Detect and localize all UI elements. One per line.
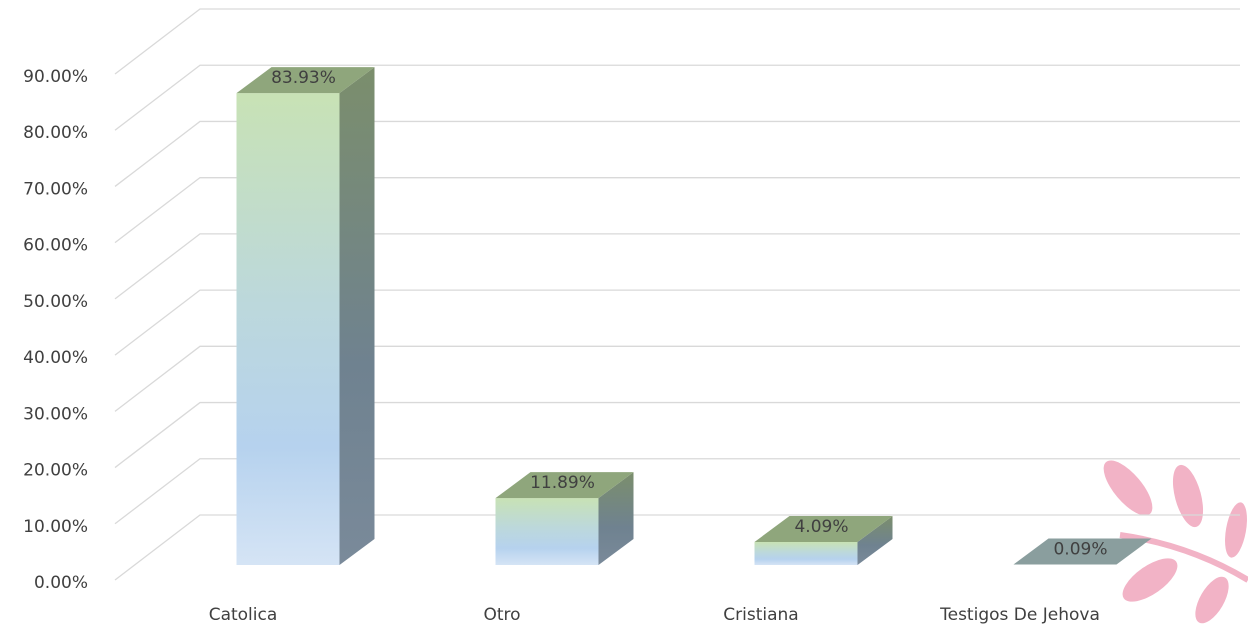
y-tick-label: 30.00% xyxy=(23,404,88,424)
grid-line xyxy=(114,289,1240,356)
x-tick-label: Catolica xyxy=(209,605,278,625)
bar-side xyxy=(598,472,634,565)
bar xyxy=(495,472,634,565)
bar-side xyxy=(857,516,893,565)
bar-side xyxy=(339,67,375,565)
y-tick-label: 50.00% xyxy=(23,292,88,312)
grid-line xyxy=(114,8,1240,75)
y-tick-label: 70.00% xyxy=(23,179,88,199)
data-label: 0.09% xyxy=(1053,539,1107,559)
bar xyxy=(236,67,375,565)
grid-line xyxy=(114,345,1240,412)
bar-front xyxy=(495,498,599,565)
bar-top xyxy=(754,516,893,543)
grid-line xyxy=(114,401,1240,469)
y-tick-label: 0.00% xyxy=(34,573,88,593)
grid-line xyxy=(114,120,1240,187)
x-tick-label: Testigos De Jehova xyxy=(939,605,1100,625)
grid-line xyxy=(114,177,1240,244)
y-tick-label: 10.00% xyxy=(23,517,88,537)
grid-line xyxy=(114,64,1240,131)
decoration xyxy=(1103,460,1248,624)
grid-line xyxy=(114,233,1240,300)
bar xyxy=(1013,538,1152,565)
x-tick-label: Cristiana xyxy=(723,605,798,625)
data-label: 4.09% xyxy=(794,517,848,537)
y-tick-label: 60.00% xyxy=(23,236,88,256)
bar-front xyxy=(236,93,340,565)
grid-line xyxy=(114,514,1240,581)
grid-line xyxy=(114,458,1240,525)
y-tick-label: 20.00% xyxy=(23,461,88,481)
y-tick-label: 90.00% xyxy=(23,67,88,87)
y-tick-label: 80.00% xyxy=(23,123,88,143)
bar-front xyxy=(754,542,858,565)
bar-top xyxy=(495,472,634,499)
data-label: 11.89% xyxy=(530,473,595,493)
bar xyxy=(754,516,893,565)
data-label: 83.93% xyxy=(271,68,336,88)
x-tick-label: Otro xyxy=(483,605,520,625)
bar-top xyxy=(236,67,375,94)
y-tick-label: 40.00% xyxy=(23,348,88,368)
bar-top xyxy=(1013,538,1152,565)
